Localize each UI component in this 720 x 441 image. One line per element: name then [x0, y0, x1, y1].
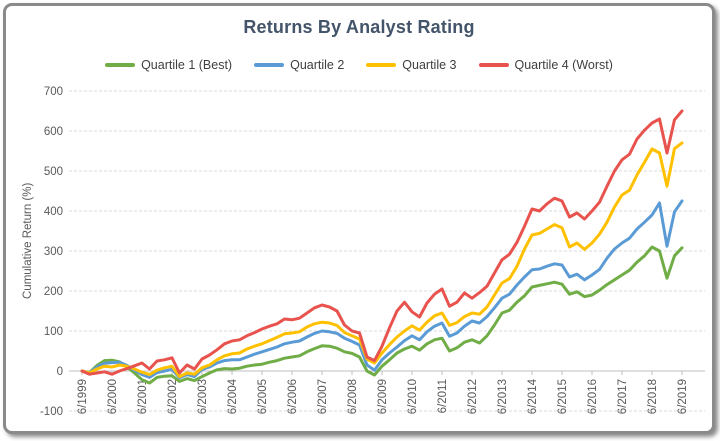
chart-title: Returns By Analyst Rating	[243, 17, 475, 37]
y-axis-tick-label: 400	[44, 206, 63, 218]
legend-swatch-quartile-1	[105, 63, 136, 67]
series-line-quartile-1-best	[80, 245, 684, 385]
x-axis-tick-label: 6/2003	[197, 379, 209, 414]
y-axis-tick-label: 200	[44, 286, 63, 298]
x-axis-tick-label: 6/2012	[467, 379, 479, 414]
legend-label-quartile-1: Quartile 1 (Best)	[141, 58, 233, 72]
chart-legend: Quartile 1 (Best) Quartile 2 Quartile 3 …	[6, 58, 712, 72]
x-axis-tick-label: 6/2005	[257, 379, 269, 414]
x-axis-tick-label: 6/2019	[677, 379, 689, 414]
x-axis-tick-label: 6/2000	[107, 379, 119, 414]
x-axis-tick-label: 6/1999	[77, 379, 89, 414]
legend-label-quartile-4: Quartile 4 (Worst)	[514, 58, 613, 72]
x-axis-tick-label: 6/2010	[407, 379, 419, 414]
legend-item-quartile-1: Quartile 1 (Best)	[105, 58, 232, 72]
x-axis-tick-label: 6/2018	[647, 379, 659, 414]
x-axis-tick-label: 6/2009	[377, 379, 389, 414]
x-axis-tick-label: 6/2006	[287, 379, 299, 414]
x-axis-tick-label: 6/2017	[617, 379, 629, 414]
legend-item-quartile-2: Quartile 2	[254, 58, 344, 72]
x-axis-tick-label: 6/2016	[587, 379, 599, 414]
x-axis-tick-label: 6/2001	[137, 379, 149, 414]
x-axis-tick-label: 6/2015	[557, 379, 569, 414]
x-axis-tick-label: 6/2004	[227, 378, 239, 414]
legend-swatch-quartile-2	[254, 63, 285, 67]
x-axis-tick-label: 6/2014	[527, 378, 539, 414]
y-axis-tick-label: -100	[40, 406, 63, 418]
chart-frame: Returns By Analyst Rating Quartile 1 (Be…	[3, 3, 715, 434]
y-axis-tick-label: 600	[44, 126, 63, 138]
y-axis-tick-label: 500	[44, 166, 63, 178]
legend-item-quartile-3: Quartile 3	[366, 58, 457, 72]
y-axis-tick-label: 100	[44, 326, 63, 338]
x-axis-tick-label: 6/2008	[347, 379, 359, 414]
x-axis-tick-label: 6/2002	[167, 379, 179, 414]
legend-swatch-quartile-4	[478, 63, 509, 67]
x-axis-tick-label: 6/2011	[437, 379, 449, 413]
x-axis-tick-label: 6/2013	[497, 379, 509, 414]
legend-item-quartile-4: Quartile 4 (Worst)	[478, 58, 613, 72]
plot-svg: -100 0 100 200 300 400 500 600 700 6/1999 6/2000 6/…	[40, 86, 705, 418]
y-axis-tick-label: 0	[57, 366, 63, 378]
legend-swatch-quartile-3	[366, 63, 397, 67]
legend-label-quartile-2: Quartile 2	[290, 58, 345, 72]
x-axis-tick-label: 6/2007	[317, 379, 329, 414]
series-line-quartile-3	[80, 141, 684, 379]
series-line-quartile-4-worst	[80, 109, 684, 376]
y-axis-tick-label: 700	[44, 86, 63, 98]
legend-label-quartile-3: Quartile 3	[402, 58, 457, 72]
y-axis-tick-label: 300	[44, 246, 63, 258]
